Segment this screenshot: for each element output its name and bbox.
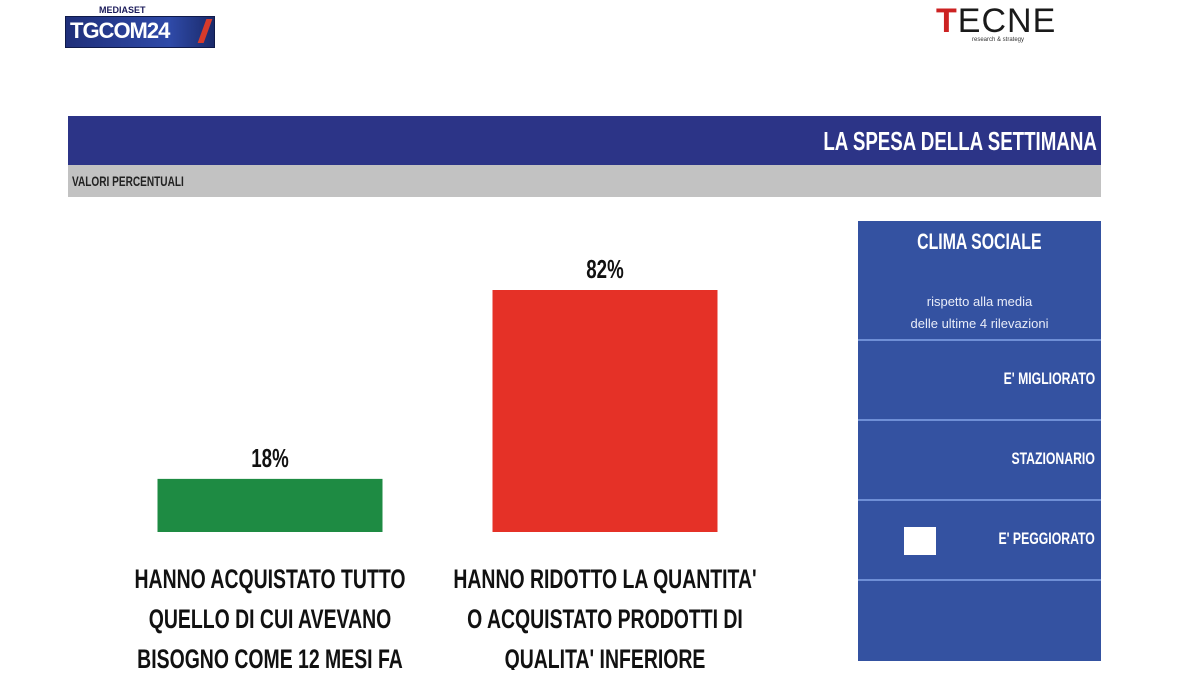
- tecne-logo: TECNE research & strategy: [936, 2, 1076, 46]
- clima-row-peggiorato: E' PEGGIORATO: [858, 501, 1101, 579]
- title-band: LA SPESA DELLA SETTIMANA: [68, 116, 1101, 165]
- category-label-1-line-1: HANNO ACQUISTATO TUTTO: [135, 564, 406, 594]
- tecne-tagline: research & strategy: [972, 37, 1025, 43]
- tecne-label: TECNE: [936, 2, 1057, 40]
- clima-label-stazionario: STAZIONARIO: [1011, 449, 1095, 468]
- logo-slash-icon: [197, 19, 213, 43]
- description-line-2: delle ultime 4 rilevazioni: [910, 316, 1049, 331]
- bar-chart: 18% HANNO ACQUISTATO TUTTO QUELLO DI CUI A…: [135, 254, 757, 670]
- tgcom24-logo: MEDIASET TGCOM24: [65, 5, 215, 48]
- panel-divider: [858, 579, 1101, 581]
- clima-sociale-title: CLIMA SOCIALE: [858, 229, 1101, 255]
- clima-label-peggiorato: E' PEGGIORATO: [998, 529, 1095, 548]
- mediaset-label: MEDIASET: [99, 5, 146, 15]
- clima-label-migliorato: E' MIGLIORATO: [1003, 369, 1095, 388]
- panel-divider: [858, 419, 1101, 421]
- clima-row-stazionario: STAZIONARIO: [858, 421, 1101, 499]
- clima-sociale-description: rispetto alla media delle ultime 4 rilev…: [858, 291, 1101, 335]
- category-label-2-line-1: HANNO RIDOTTO LA QUANTITA': [453, 564, 756, 594]
- description-line-1: rispetto alla media: [926, 294, 1033, 309]
- clima-row-migliorato: E' MIGLIORATO: [858, 341, 1101, 419]
- value-label-2: 82%: [586, 254, 623, 284]
- bar-2: [492, 290, 718, 532]
- subtitle-band: VALORI PERCENTUALI: [68, 165, 1101, 197]
- category-label-2-line-2: O ACQUISTATO PRODOTTI DI: [467, 604, 743, 634]
- panel-divider: [858, 339, 1101, 341]
- category-label-2-line-3: QUALITA' INFERIORE: [505, 644, 706, 670]
- chart-title: LA SPESA DELLA SETTIMANA: [823, 126, 1097, 156]
- tgcom24-badge: TGCOM24: [65, 16, 215, 48]
- category-label-1-line-2: QUELLO DI CUI AVEVANO: [149, 604, 392, 634]
- selected-indicator-icon: [904, 527, 936, 555]
- tgcom24-label: TGCOM24: [70, 18, 170, 43]
- clima-sociale-panel: CLIMA SOCIALE rispetto alla media delle …: [858, 221, 1101, 661]
- chart-subtitle: VALORI PERCENTUALI: [72, 173, 184, 189]
- bar-1: [157, 478, 383, 532]
- panel-divider: [858, 499, 1101, 501]
- category-label-1-line-3: BISOGNO COME 12 MESI FA: [137, 644, 403, 670]
- clima-sociale-title-text: CLIMA SOCIALE: [917, 229, 1042, 254]
- value-label-1: 18%: [251, 443, 288, 473]
